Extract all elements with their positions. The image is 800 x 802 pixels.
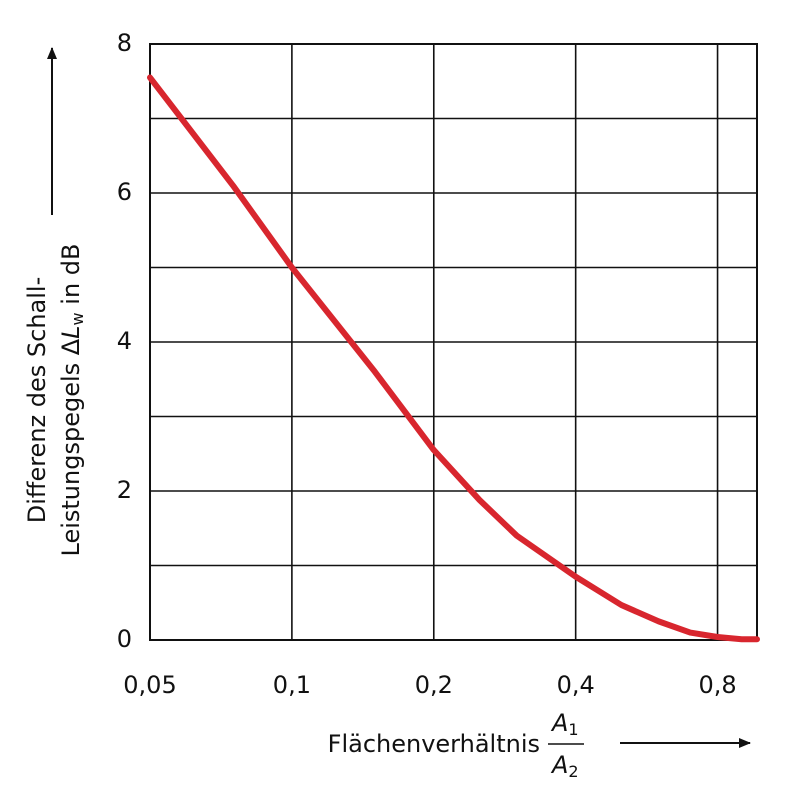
y-axis-label-line1: Differenz des Schall-	[23, 277, 51, 523]
y-tick-label: 4	[117, 327, 132, 355]
y-tick-label: 8	[117, 29, 132, 57]
x-label-denominator: A2	[550, 751, 579, 781]
x-tick-label: 0,2	[415, 671, 453, 699]
fraction-part: 1	[568, 720, 578, 739]
data-line	[147, 74, 760, 643]
x-tick-label: 0,8	[698, 671, 736, 699]
y-tick-label: 2	[117, 476, 132, 504]
y-label-part: in dB	[57, 244, 85, 313]
x-tick-label: 0,05	[123, 671, 176, 699]
y-tick-label: 0	[117, 625, 132, 653]
y-tick-label: 6	[117, 178, 132, 206]
x-tick-label: 0,4	[557, 671, 595, 699]
x-label-numerator: A1	[550, 709, 579, 739]
y-label-part: w	[68, 312, 87, 325]
y-axis-label-line2: Leistungspegels ΔLw in dB	[57, 244, 87, 557]
y-label-part: Δ	[57, 338, 85, 355]
plot-frame	[149, 43, 758, 641]
y-label-part: L	[57, 325, 85, 338]
fraction-part: A	[550, 709, 568, 737]
x-tick-label: 0,1	[273, 671, 311, 699]
x-axis-label: Flächenverhältnis	[328, 730, 540, 758]
y-label-part: Leistungspegels	[57, 355, 85, 556]
fraction-part: 2	[568, 762, 578, 781]
fraction-part: A	[550, 751, 568, 779]
